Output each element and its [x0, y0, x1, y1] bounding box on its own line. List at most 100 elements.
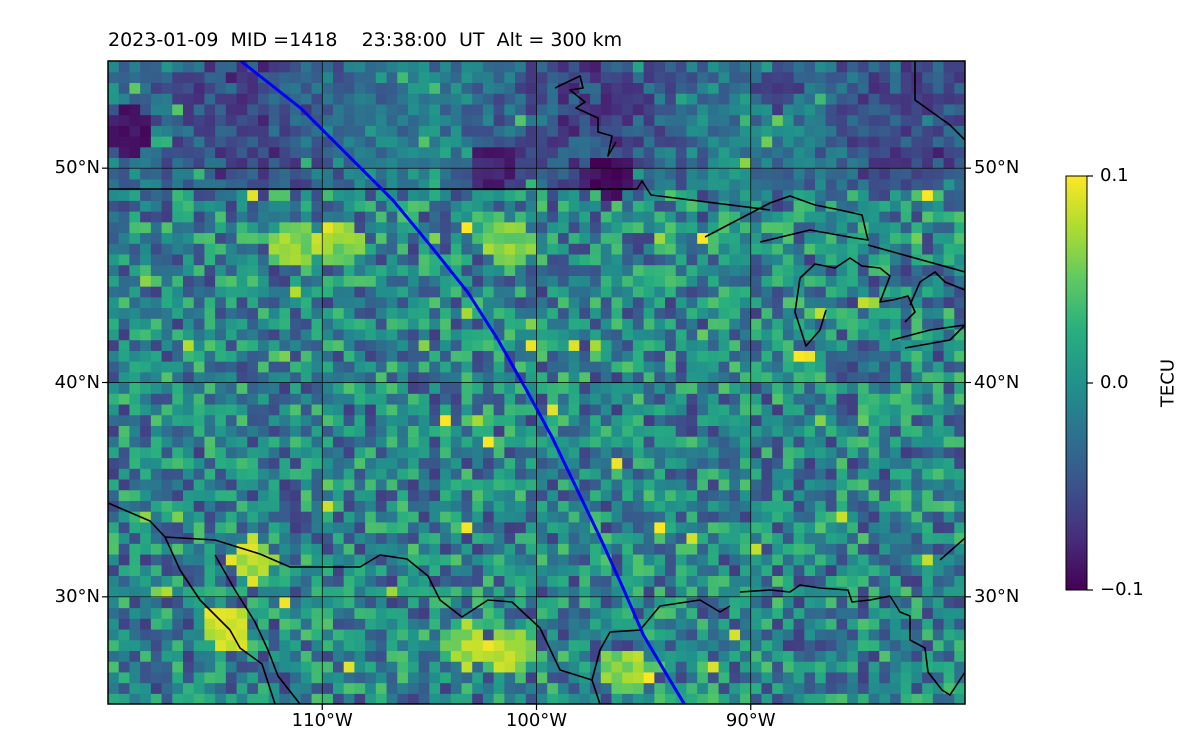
heatmap-cell [418, 403, 430, 416]
heatmap-cell [504, 157, 516, 169]
heatmap-cell [750, 253, 763, 266]
heatmap-cell [836, 650, 848, 662]
heatmap-cell [515, 339, 527, 351]
heatmap-cell [236, 618, 248, 630]
us-canada-border [108, 180, 771, 211]
heatmap-cell [108, 146, 120, 159]
heatmap-cell [611, 350, 623, 362]
heatmap-cell [600, 361, 613, 373]
heatmap-cell [268, 671, 280, 684]
heatmap-cell [718, 82, 730, 94]
heatmap-cell [279, 650, 291, 662]
heatmap-cell [279, 371, 291, 384]
heatmap-cell [890, 661, 902, 673]
heatmap-cell [418, 414, 430, 426]
heatmap-cell [215, 275, 227, 287]
heatmap-cell [279, 243, 291, 255]
heatmap-cell [161, 221, 173, 234]
heatmap-cell [493, 382, 505, 394]
heatmap-cell [611, 425, 623, 437]
y-tick-label-right: 30°N [974, 585, 1020, 607]
heatmap-cell [440, 146, 452, 159]
heatmap-cell [140, 639, 152, 652]
heatmap-cell [311, 521, 323, 534]
heatmap-cell [675, 403, 688, 416]
heatmap-cell [847, 211, 859, 223]
heatmap-cell [397, 339, 409, 351]
heatmap-cell [707, 361, 720, 373]
heatmap-cell [140, 618, 152, 630]
heatmap-cell [525, 596, 538, 609]
heatmap-cell [643, 543, 655, 555]
heatmap-cell [172, 682, 184, 694]
heatmap-cell [707, 436, 720, 448]
heatmap-cell [740, 211, 752, 223]
heatmap-cell [118, 618, 131, 630]
heatmap-cell [922, 371, 934, 384]
heatmap-cell [932, 682, 945, 694]
heatmap-cell [322, 628, 334, 641]
heatmap-cell [193, 114, 206, 126]
heatmap-cell [932, 371, 945, 384]
heatmap-cell [557, 103, 570, 116]
heatmap-cell [225, 61, 238, 73]
y-tick-label-right: 50°N [974, 157, 1020, 179]
heatmap-cell [740, 682, 752, 694]
heatmap-cell [375, 275, 388, 287]
heatmap-cell [900, 468, 913, 480]
heatmap-cell [193, 189, 206, 201]
heatmap-cell [879, 543, 891, 555]
heatmap-cell [868, 521, 880, 534]
colorbar-tick-label: −0.1 [1100, 579, 1144, 600]
heatmap-cell [740, 125, 752, 137]
heatmap-cell [472, 307, 484, 319]
heatmap-cell [600, 350, 613, 362]
heatmap-cell [686, 403, 698, 416]
heatmap-cell [225, 468, 238, 480]
heatmap-cell [386, 286, 398, 298]
heatmap-cell [440, 168, 452, 180]
heatmap-cell [236, 575, 248, 587]
heatmap-cell [225, 200, 238, 212]
heatmap-cell [890, 71, 902, 84]
heatmap-cell [140, 253, 152, 266]
heatmap-cell [150, 189, 163, 201]
heatmap-cell [118, 532, 131, 544]
heatmap-cell [108, 296, 120, 309]
heatmap-cell [686, 457, 698, 469]
heatmap-cell [707, 414, 720, 426]
heatmap-cell [793, 82, 805, 94]
heatmap-cell [536, 178, 548, 191]
heatmap-cell [515, 393, 527, 405]
heatmap-cell [686, 221, 698, 234]
heatmap-cell [504, 136, 516, 148]
heatmap-cell [108, 221, 120, 234]
heatmap-cell [665, 125, 677, 137]
heatmap-cell [322, 286, 334, 298]
heatmap-cell [675, 146, 688, 159]
heatmap-cell [225, 607, 238, 619]
heatmap-cell [172, 221, 184, 234]
heatmap-cell [782, 543, 795, 555]
heatmap-cell [150, 661, 163, 673]
heatmap-cell [557, 339, 570, 351]
heatmap-cell [386, 200, 398, 212]
heatmap-cell [932, 136, 945, 148]
heatmap-cell [204, 136, 216, 148]
heatmap-cell [472, 693, 484, 704]
heatmap-cell [600, 693, 613, 704]
heatmap-cell [932, 339, 945, 351]
heatmap-cell [750, 189, 763, 201]
heatmap-cell [815, 286, 827, 298]
heatmap-cell [332, 307, 345, 319]
heatmap-cell [568, 361, 580, 373]
heatmap-cell [236, 468, 248, 480]
heatmap-cell [429, 307, 441, 319]
heatmap-cell [868, 189, 880, 201]
heatmap-cell [804, 575, 816, 587]
heatmap-cell [525, 103, 538, 116]
heatmap-cell [665, 178, 677, 191]
heatmap-cell [268, 71, 280, 84]
heatmap-cell [911, 350, 923, 362]
heatmap-cell [450, 371, 463, 384]
